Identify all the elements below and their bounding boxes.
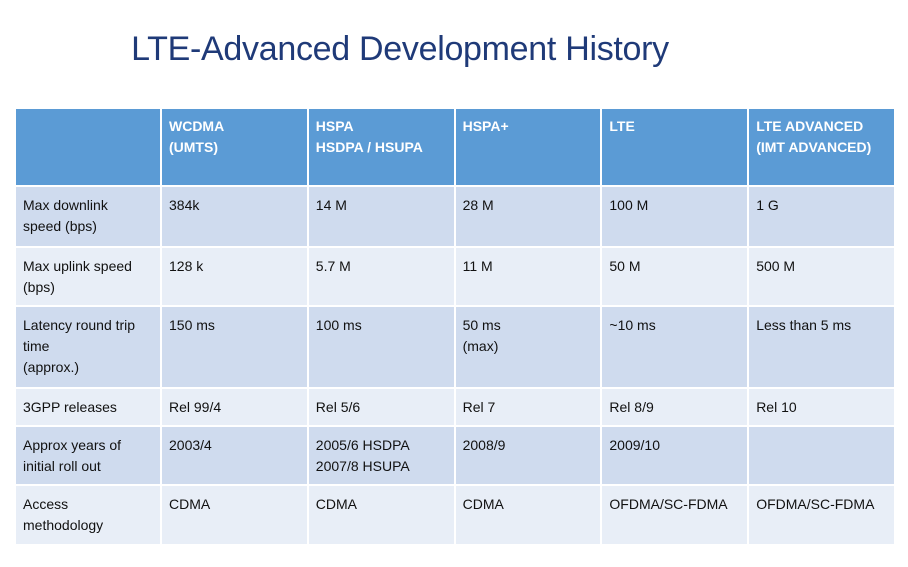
- table-cell: Rel 5/6: [306, 387, 456, 427]
- header-cell-corner: [14, 107, 162, 187]
- table-cell: 1 G: [747, 185, 896, 248]
- table-cell: 2009/10: [600, 425, 750, 486]
- header-cell-lte: LTE: [600, 107, 750, 187]
- table-cell: OFDMA/SC-FDMA: [600, 484, 750, 546]
- table-row: Access methodology CDMA CDMA CDMA OFDMA/…: [14, 484, 896, 546]
- page-title: LTE-Advanced Development History: [131, 30, 669, 68]
- table-cell: 50 M: [600, 246, 750, 307]
- table-row: Latency round trip time (approx.) 150 ms…: [14, 305, 896, 389]
- table-cell: 100 M: [600, 185, 750, 248]
- table-cell: 500 M: [747, 246, 896, 307]
- table-row: Max uplink speed (bps) 128 k 5.7 M 11 M …: [14, 246, 896, 307]
- table-cell: ~10 ms: [600, 305, 750, 389]
- table-cell: CDMA: [160, 484, 309, 546]
- table-cell: Rel 7: [453, 387, 603, 427]
- row-label-cell: Access methodology: [14, 484, 162, 546]
- table-cell: 14 M: [306, 185, 456, 248]
- row-label-cell: Latency round trip time (approx.): [14, 305, 162, 389]
- row-label-cell: Max downlink speed (bps): [14, 185, 162, 248]
- table-cell: 2005/6 HSDPA 2007/8 HSUPA: [306, 425, 456, 486]
- table-cell: Rel 8/9: [600, 387, 750, 427]
- table-row: Max downlink speed (bps) 384k 14 M 28 M …: [14, 185, 896, 248]
- table-cell: 11 M: [453, 246, 603, 307]
- header-cell-wcdma: WCDMA (UMTS): [160, 107, 309, 187]
- table-cell: 384k: [160, 185, 309, 248]
- row-label-cell: 3GPP releases: [14, 387, 162, 427]
- lte-comparison-table: WCDMA (UMTS) HSPA HSDPA / HSUPA HSPA+ LT…: [14, 107, 896, 546]
- table-cell: Rel 99/4: [160, 387, 309, 427]
- table-cell: OFDMA/SC-FDMA: [747, 484, 896, 546]
- row-label-cell: Max uplink speed (bps): [14, 246, 162, 307]
- table-cell: [747, 425, 896, 486]
- table-header-row: WCDMA (UMTS) HSPA HSDPA / HSUPA HSPA+ LT…: [14, 107, 896, 187]
- table-cell: 50 ms (max): [453, 305, 603, 389]
- header-cell-lte-advanced: LTE ADVANCED (IMT ADVANCED): [747, 107, 896, 187]
- table-cell: Rel 10: [747, 387, 896, 427]
- table-cell: 128 k: [160, 246, 309, 307]
- header-cell-hspa: HSPA HSDPA / HSUPA: [306, 107, 456, 187]
- table-cell: CDMA: [306, 484, 456, 546]
- table-cell: 150 ms: [160, 305, 309, 389]
- table-cell: 2008/9: [453, 425, 603, 486]
- table-row: Approx years of initial roll out 2003/4 …: [14, 425, 896, 486]
- table-cell: Less than 5 ms: [747, 305, 896, 389]
- table-cell: CDMA: [453, 484, 603, 546]
- table-row: 3GPP releases Rel 99/4 Rel 5/6 Rel 7 Rel…: [14, 387, 896, 427]
- table-cell: 100 ms: [306, 305, 456, 389]
- table-cell: 2003/4: [160, 425, 309, 486]
- header-cell-hspa-plus: HSPA+: [453, 107, 603, 187]
- table-cell: 5.7 M: [306, 246, 456, 307]
- table-cell: 28 M: [453, 185, 603, 248]
- row-label-cell: Approx years of initial roll out: [14, 425, 162, 486]
